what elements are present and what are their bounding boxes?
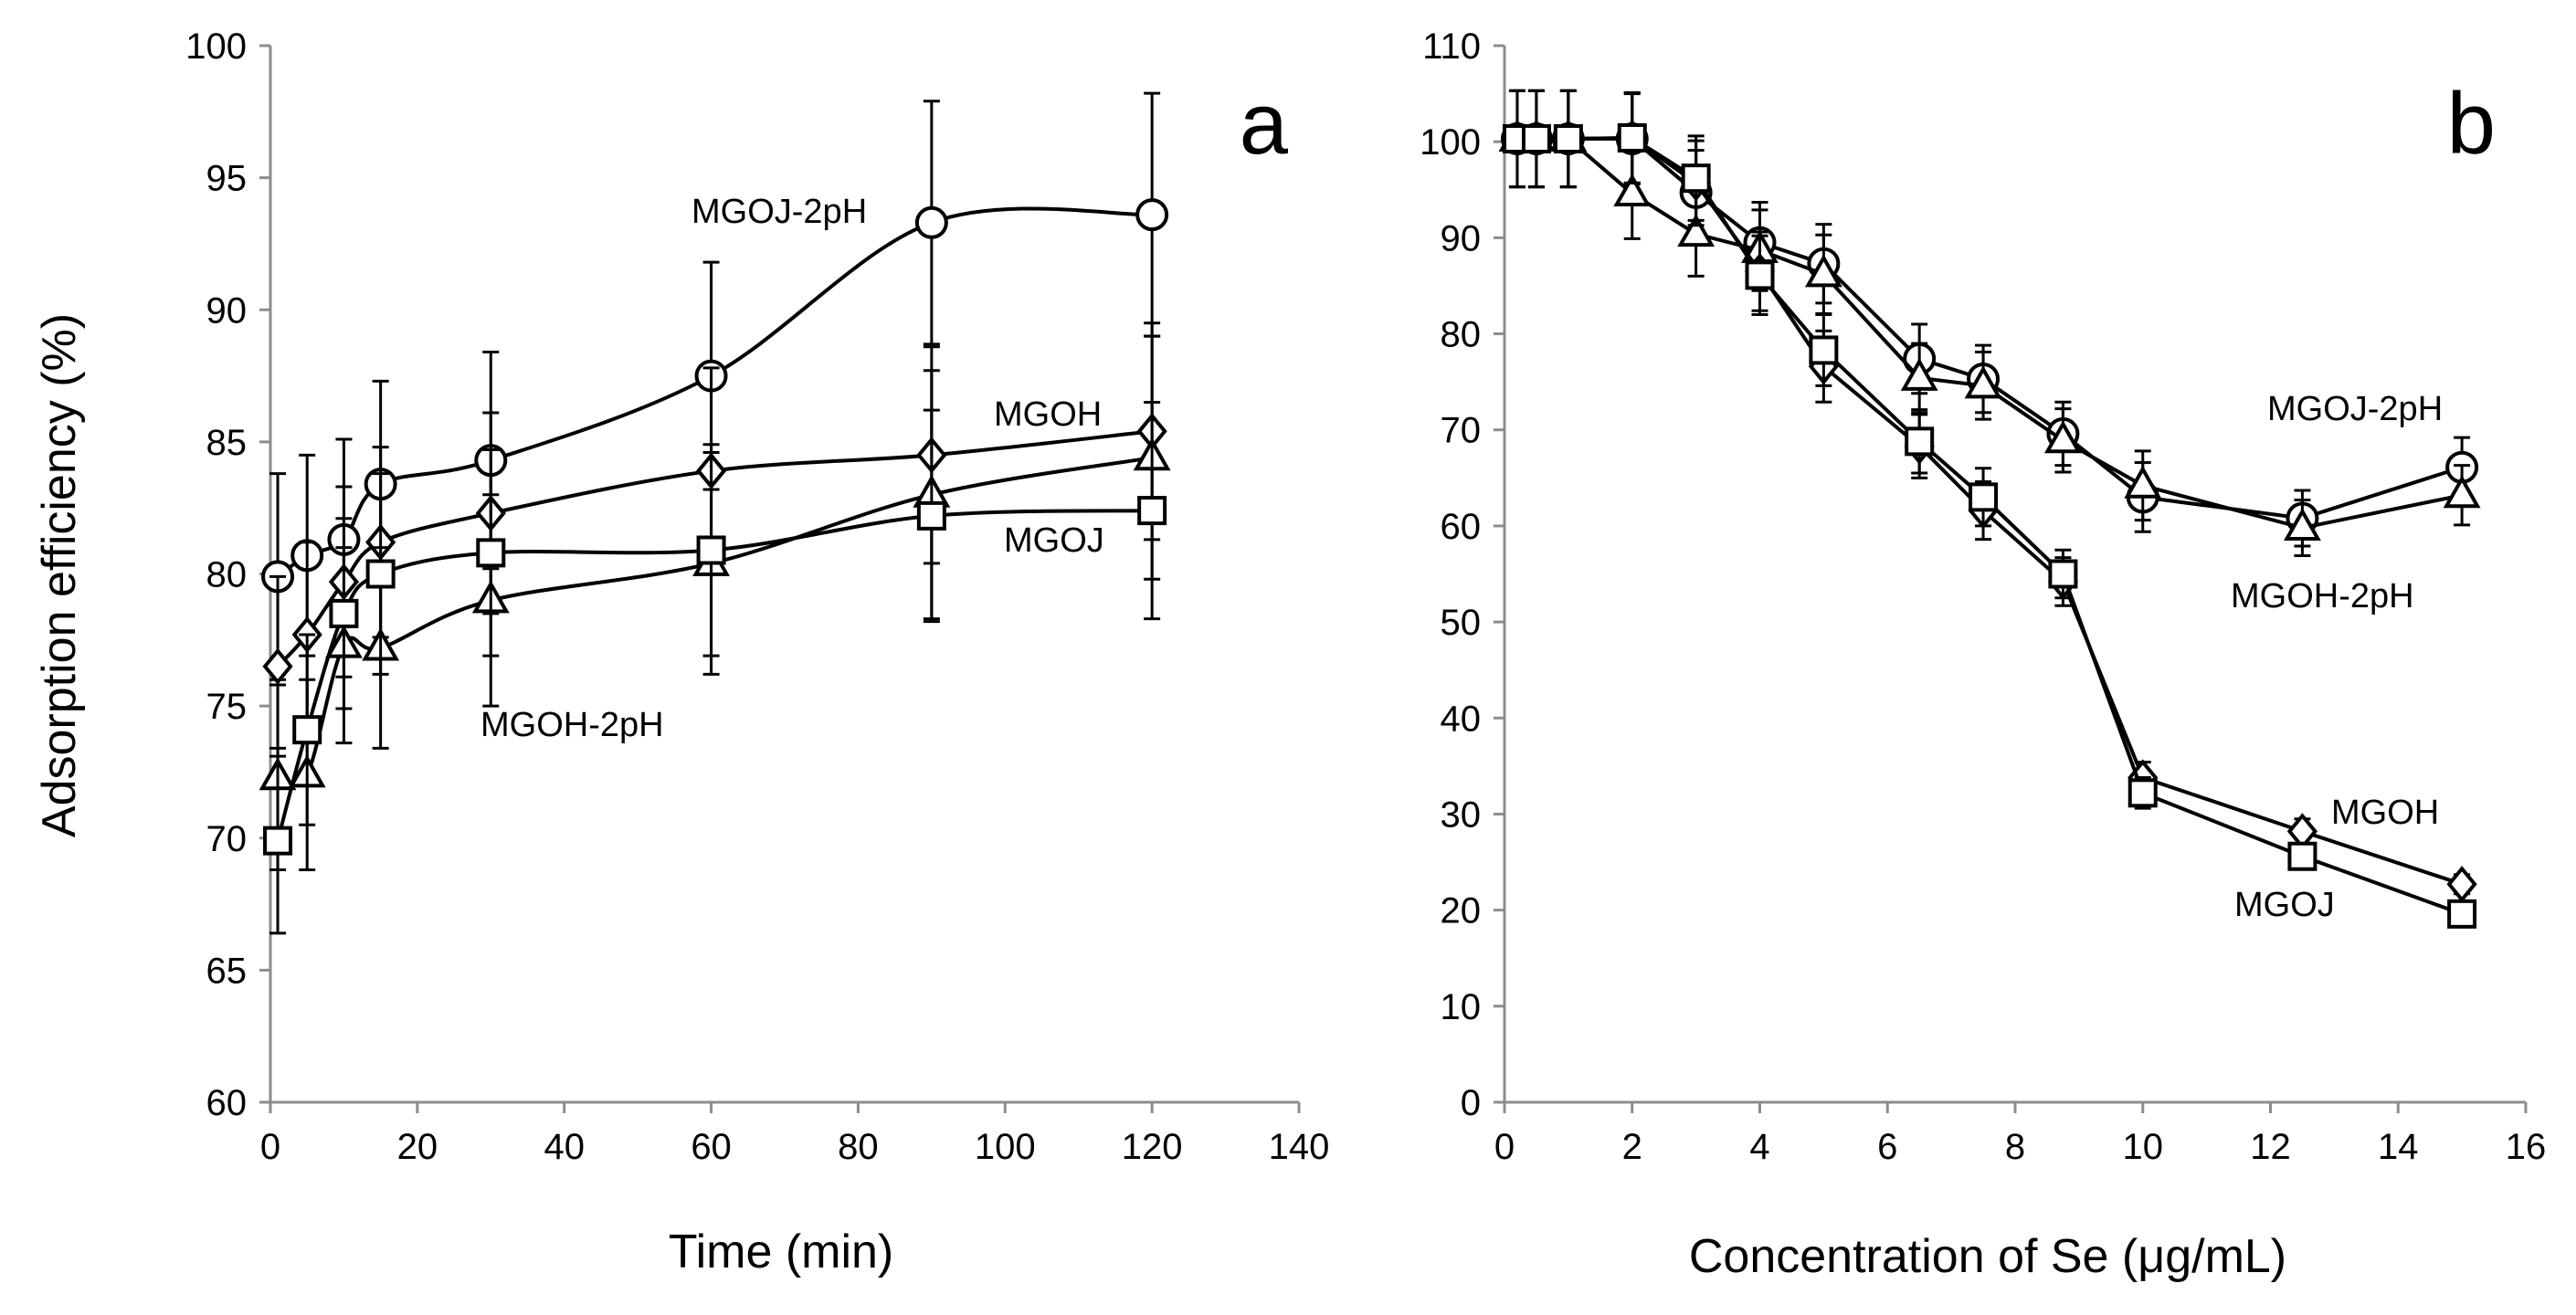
panel-b-y-tick-label: 100	[1420, 122, 1481, 163]
panel-a-axes: 0 20 40 60 80 100 120 140 60 65 70 75 80 85 90 95 100	[185, 26, 1329, 1167]
panel-b-data-point-mgoh-2ph	[2124, 465, 2162, 499]
panel-b-data-point-mgoj	[2048, 559, 2078, 589]
panel-a-data-point-mgoh	[262, 647, 293, 685]
series-label-mgoj-2ph-a: MGOJ-2pH	[692, 193, 867, 231]
panel-b-data-point-mgoj	[1745, 260, 1775, 290]
panel-a-series-mgoj-2ph	[261, 91, 1169, 681]
panel-a-y-tick-label: 65	[206, 951, 248, 991]
panel-b-y-tick-label: 20	[1441, 891, 1482, 931]
panel-b-x-tick-label: 14	[2378, 1127, 2419, 1167]
series-label-mgoh-a: MGOH	[994, 395, 1102, 434]
panel-b-data-point-mgoh-2ph	[1804, 254, 1842, 288]
panel-a-y-tick-label: 90	[206, 290, 248, 331]
panel-b-x-tick-label: 0	[1494, 1127, 1515, 1167]
panel-a-x-tick-label: 60	[691, 1127, 732, 1167]
panel-a-x-tick-label: 0	[260, 1127, 280, 1167]
panel-a-data-point-mgoj	[696, 535, 726, 565]
panel-b-data-point-mgoh-2ph	[2043, 420, 2082, 454]
panel-a-data-point-mgoj	[1137, 496, 1167, 526]
panel-b-data-point-mgoj	[1969, 482, 1999, 512]
panel-a-y-tick-label: 70	[206, 819, 248, 859]
panel-b-x-tick-label: 4	[1749, 1127, 1769, 1167]
panel-b-data-point-mgoj	[1809, 335, 1839, 365]
panel-b-y-tick-label: 40	[1441, 699, 1482, 739]
panel-b-series	[1498, 89, 2481, 929]
panel-b-data-point-mgoh-2ph	[1964, 365, 2002, 399]
panel-a-ylabel: Adsorption efficiency (%)	[33, 313, 86, 837]
series-label-mgoh-b: MGOH	[2331, 794, 2439, 832]
panel-a-y-tick-label: 95	[206, 159, 248, 199]
panel-b-data-point-mgoj	[2127, 778, 2158, 808]
series-label-mgoj-2ph-b: MGOJ-2pH	[2267, 390, 2443, 428]
panel-b-data-point-mgoj	[1553, 124, 1583, 154]
series-label-mgoj-a: MGOJ	[1004, 521, 1104, 560]
panel-a-data-point-mgoj	[365, 559, 396, 589]
panel-a-series-mgoj	[263, 400, 1167, 935]
panel-b-x-tick-label: 6	[1877, 1127, 1897, 1167]
panel-b-letter: b	[2447, 75, 2496, 173]
series-label-mgoh-2ph-a: MGOH-2pH	[480, 706, 664, 744]
panel-b-data-point-mgoj	[2447, 899, 2477, 929]
panel-b-data-point-mgoh	[2446, 866, 2477, 903]
panel-a-y-tick-label: 85	[206, 423, 248, 463]
panel-a-x-tick-label: 100	[975, 1127, 1036, 1167]
panel-b-data-point-mgoj	[1905, 426, 1935, 457]
panel-a-x-tick-label: 80	[838, 1127, 879, 1167]
panel-a-x-tick-label: 40	[544, 1127, 585, 1167]
panel-a-data-point-mgoj	[292, 715, 322, 745]
series-label-mgoj-b: MGOJ	[2234, 886, 2335, 924]
panel-b-y-tick-label: 30	[1441, 794, 1482, 835]
panel-b-series-mgoj	[1502, 89, 2477, 929]
panel-a-data-point-mgoj	[916, 500, 946, 531]
panel-b-data-point-mgoh-2ph	[1677, 214, 1716, 247]
panel-b-data-point-mgoh-2ph	[2443, 475, 2481, 509]
panel-a-y-tick-label: 100	[185, 26, 247, 67]
panel-b-data-point-mgoj	[1681, 163, 1711, 194]
panel-b-data-point-mgoh-2ph	[1613, 173, 1652, 206]
panel-a-x-tick-label: 20	[397, 1127, 438, 1167]
panel-a-series-line-mgoh-2ph	[277, 456, 1153, 787]
panel-b-axes: 0 2 4 6 8 10 12 14 16 0 10 20 30 40 50 60 70 80 90 100 110	[1420, 26, 2546, 1167]
panel-b-y-tick-label: 0	[1461, 1083, 1481, 1123]
panel-b-data-point-mgoh-2ph	[1900, 357, 1938, 391]
panel-b-y-tick-label: 80	[1441, 315, 1482, 355]
panel-b-y-tick-label: 60	[1441, 507, 1482, 547]
panel-a-letter: a	[1240, 75, 1289, 173]
panel-b-data-point-mgoj	[2287, 841, 2317, 871]
panel-b-x-tick-label: 2	[1622, 1127, 1642, 1167]
panel-b-x-tick-label: 16	[2506, 1127, 2547, 1167]
panel-b-series-mgoj-2ph	[1500, 89, 2479, 548]
panel-a-data-point-mgoj	[329, 598, 359, 628]
panel-a-data-point-mgoj	[263, 826, 293, 856]
panel-a-data-point-mgoj	[476, 538, 506, 568]
panel-b-x-tick-label: 12	[2250, 1127, 2291, 1167]
series-label-mgoh-2ph-b: MGOH-2pH	[2231, 577, 2414, 615]
panel-a-data-point-mgoj-2ph	[914, 205, 948, 239]
panel-a-data-point-mgoj-2ph	[1135, 198, 1169, 232]
panel-b-xlabel: Concentration of Se (μg/mL)	[1689, 1230, 2286, 1283]
panel-a-series	[259, 91, 1171, 935]
panel-b-data-point-mgoh-2ph	[2284, 507, 2321, 542]
panel-b-y-tick-label: 110	[1422, 26, 1481, 67]
panel-a-xlabel: Time (min)	[669, 1226, 894, 1278]
panel-a-x-tick-label: 140	[1269, 1127, 1330, 1167]
panel-b-data-point-mgoj	[1521, 124, 1551, 154]
panel-b-y-tick-label: 50	[1441, 603, 1482, 643]
panel-b-x-tick-label: 10	[2123, 1127, 2164, 1167]
panel-b-y-tick-label: 90	[1441, 218, 1482, 258]
panel-b-x-tick-label: 8	[2005, 1127, 2025, 1167]
panel-a-y-tick-label: 60	[206, 1083, 248, 1123]
panel-b-y-tick-label: 70	[1441, 411, 1482, 451]
chart-panel-b: 0 2 4 6 8 10 12 14 16 0 10 20 30 40 50 60 70 80 90 100 110 b…	[1420, 26, 2546, 1283]
panel-b-y-tick-label: 10	[1441, 987, 1482, 1027]
panel-a-y-tick-label: 75	[206, 687, 248, 727]
panel-b-data-point-mgoj	[1617, 122, 1647, 153]
panel-a-x-tick-label: 120	[1122, 1127, 1183, 1167]
panel-b-series-line-mgoj-2ph	[1517, 137, 2463, 521]
panel-a-y-tick-label: 80	[206, 555, 248, 595]
